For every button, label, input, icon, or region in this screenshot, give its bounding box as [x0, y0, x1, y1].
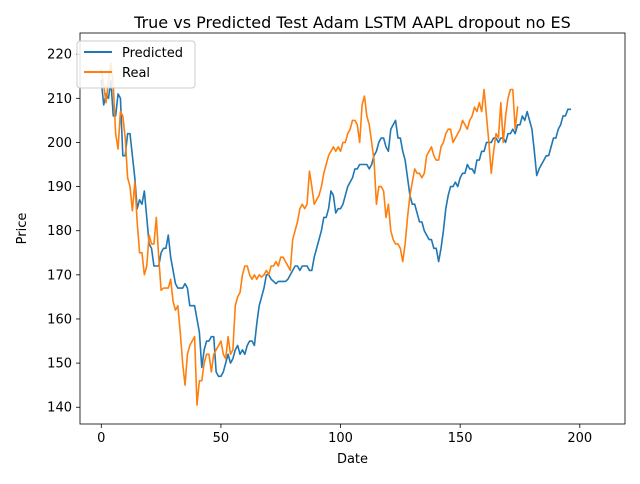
y-tick-label: 220	[47, 48, 72, 63]
series-line-predicted	[100, 79, 572, 378]
legend-label-real: Real	[122, 66, 150, 81]
y-axis-ticks: 140 150 160 170 180 190 200 210 220	[47, 48, 80, 416]
y-tick-label: 170	[47, 268, 72, 283]
chart-title: True vs Predicted Test Adam LSTM AAPL dr…	[133, 13, 571, 32]
x-tick-label: 0	[97, 431, 105, 446]
x-axis-label: Date	[337, 452, 368, 467]
x-tick-label: 50	[213, 431, 230, 446]
x-tick-label: 150	[448, 431, 473, 446]
y-tick-label: 200	[47, 136, 72, 151]
legend-label-predicted: Predicted	[122, 46, 183, 61]
legend: Predicted Real	[76, 40, 196, 89]
y-tick-label: 140	[47, 401, 72, 416]
y-tick-label: 190	[47, 180, 72, 195]
y-tick-label: 210	[47, 92, 72, 107]
y-tick-label: 150	[47, 357, 72, 372]
y-tick-label: 180	[47, 224, 72, 239]
y-tick-label: 160	[47, 312, 72, 327]
x-tick-label: 100	[328, 431, 353, 446]
x-axis-ticks: 0 50 100 150 200	[97, 424, 592, 446]
y-axis-label: Price	[15, 213, 30, 245]
axes-frame	[79, 32, 626, 425]
x-tick-label: 200	[567, 431, 592, 446]
plot-lines	[100, 62, 572, 406]
series-line-real	[100, 62, 519, 406]
